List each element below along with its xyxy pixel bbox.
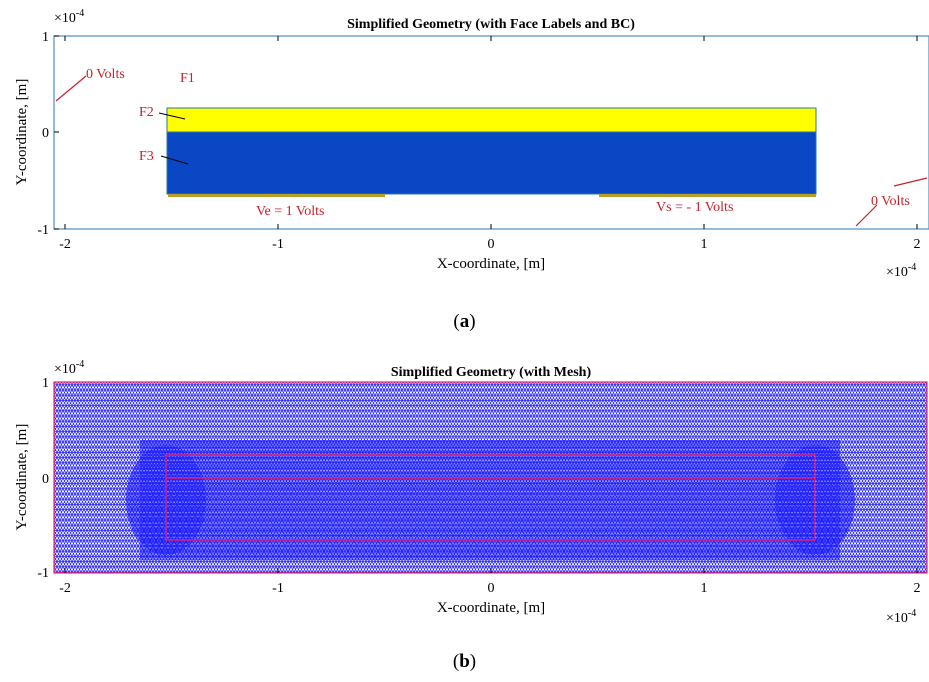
figure-b-ytick-0: 1 (42, 376, 49, 391)
figure-b-x-ticks (64, 568, 918, 573)
figure-a-x-ticks (64, 36, 918, 229)
right-bc-leader (855, 204, 878, 227)
f2-pointer (158, 112, 186, 120)
caption-a: (a) (453, 311, 476, 332)
figure-a-xtick-1: -1 (272, 237, 284, 252)
figure-a-xtick-0: -2 (59, 237, 71, 252)
figure-a-ytick-2: -1 (37, 223, 49, 238)
right-bc-label: 0 Volts (871, 194, 910, 209)
figure-b-ylabel: Y-coordinate, [m] (14, 424, 30, 531)
figure-b-xtick-4: 2 (914, 581, 921, 596)
figure-b-y-exponent: ×10-4 (54, 359, 84, 377)
figure-a-ylabel: Y-coordinate, [m] (14, 79, 30, 186)
face-label-f3: F3 (139, 149, 154, 164)
left-bc-label: 0 Volts (86, 67, 125, 82)
figure-b-x-exponent: ×10-4 (886, 608, 916, 626)
face-f3-region (166, 131, 817, 195)
face-label-f2: F2 (139, 105, 154, 120)
figure-b-title: Simplified Geometry (with Mesh) (391, 365, 592, 380)
f3-pointer (160, 155, 189, 165)
mesh-dense-area (140, 440, 840, 560)
figure-a-xtick-3: 1 (701, 237, 708, 252)
figure-b-xtick-1: -1 (272, 581, 284, 596)
figure-b-ytick-1: 0 (42, 472, 49, 487)
face-label-f1: F1 (180, 71, 195, 86)
figure-b-xtick-3: 1 (701, 581, 708, 596)
right-bc-leader-2 (893, 177, 928, 187)
emitter-label: Ve = 1 Volts (256, 204, 324, 219)
figure-a: Simplified Geometry (with Face Labels an… (14, 8, 929, 280)
figure-b-ytick-2: -1 (37, 566, 49, 581)
figure-a-y-ticks (54, 35, 59, 230)
source-label: Vs = - 1 Volts (656, 200, 733, 215)
figure-b-xtick-0: -2 (59, 581, 71, 596)
figure-a-ytick-0: 1 (42, 30, 49, 45)
figure-b-xlabel: X-coordinate, [m] (437, 600, 545, 616)
figure-a-xtick-4: 2 (914, 237, 921, 252)
figure-b: Simplified Geometry (with Mesh) ×10-4 -2… (14, 359, 928, 626)
figure-a-y-exponent: ×10-4 (54, 8, 84, 26)
figure-a-ytick-1: 0 (42, 126, 49, 141)
figure-a-xlabel: X-coordinate, [m] (437, 256, 545, 272)
device-boundary (165, 454, 816, 541)
figure-a-xtick-2: 0 (488, 237, 495, 252)
figure-a-title: Simplified Geometry (with Face Labels an… (347, 17, 635, 32)
face-f2-region (166, 107, 817, 133)
figure-b-xtick-2: 0 (488, 581, 495, 596)
caption-b: (b) (452, 651, 477, 672)
left-bc-leader (55, 75, 87, 102)
figure-a-x-exponent: ×10-4 (886, 262, 916, 280)
